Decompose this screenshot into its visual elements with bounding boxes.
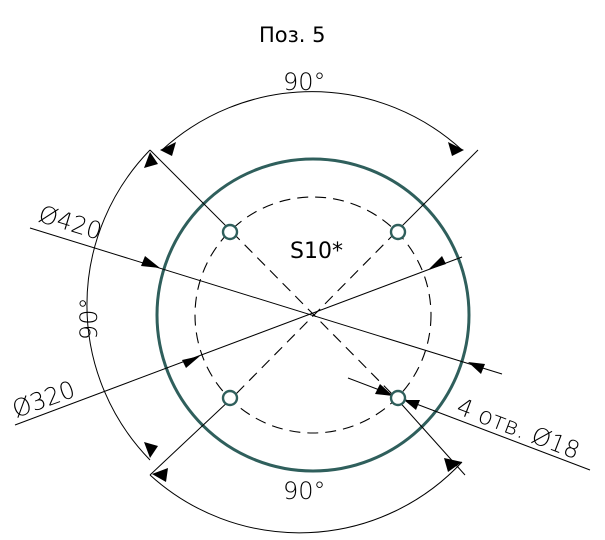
bolt-circle-arrowhead <box>428 256 446 270</box>
angle-arc-top <box>161 91 463 151</box>
outer-diameter-label: Ø420 <box>35 200 105 246</box>
bolt-circle <box>194 196 432 434</box>
centerline-diagonal <box>231 231 397 399</box>
arc-arrowhead <box>144 152 158 168</box>
extension-line <box>149 397 233 476</box>
outer-diameter-arrowhead <box>468 362 485 374</box>
angle-label-left: 90° <box>75 297 103 340</box>
arc-arrowhead <box>448 142 464 156</box>
arc-arrowhead <box>444 458 462 472</box>
holes-arrowhead <box>375 384 393 396</box>
bolt-hole <box>221 223 239 241</box>
outer-diameter-leader <box>29 227 503 375</box>
arc-arrowhead <box>152 468 168 482</box>
bolt-circle-diameter-leader <box>14 256 463 426</box>
outer-diameter-arrowhead <box>141 256 160 268</box>
angle-label-top: 90° <box>283 68 326 96</box>
bolt-hole <box>389 223 407 241</box>
extension-line <box>395 149 479 233</box>
angle-arc-left <box>86 149 151 461</box>
extension-line <box>149 149 233 233</box>
arc-arrowhead <box>160 142 176 156</box>
bolt-circle-arrowhead <box>182 356 200 368</box>
angle-label-bottom: 90° <box>283 477 326 505</box>
holes-arrowhead <box>404 400 420 410</box>
holes-callout-label: 4 отв. Ø18 <box>453 392 584 465</box>
bolt-hole <box>221 389 239 407</box>
angle-arc-bottom <box>149 461 463 534</box>
arc-arrowhead <box>144 442 158 458</box>
bolt-hole <box>389 389 407 407</box>
plate-outline <box>155 157 471 473</box>
extension-line <box>395 397 466 476</box>
bolt-circle-diameter-label: Ø320 <box>8 375 78 423</box>
position-title: Поз. 5 <box>259 23 326 47</box>
thickness-label: S10* <box>290 239 343 264</box>
